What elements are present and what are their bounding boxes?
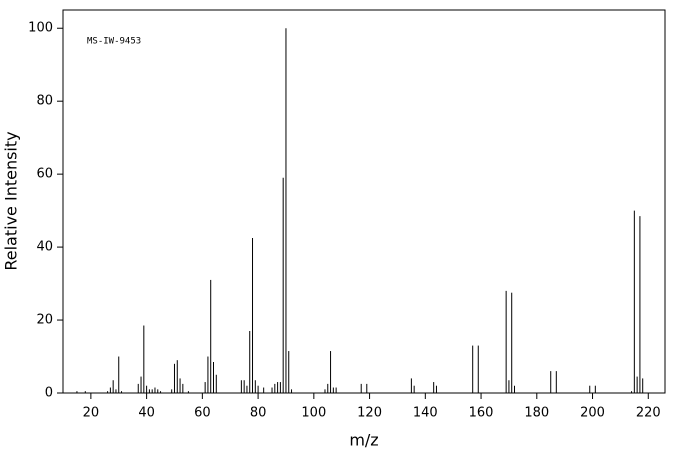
y-tick-label: 60 — [36, 167, 53, 182]
x-axis-label: m/z — [349, 431, 378, 450]
y-tick-label: 80 — [36, 94, 53, 109]
y-tick-label: 100 — [28, 21, 53, 36]
x-tick-label: 160 — [469, 406, 494, 421]
annotation: MS-IW-9453 — [87, 37, 141, 47]
x-tick-label: 120 — [357, 406, 382, 421]
x-tick-label: 200 — [580, 406, 605, 421]
x-tick-label: 40 — [138, 406, 155, 421]
x-tick-label: 20 — [83, 406, 100, 421]
x-tick-label: 100 — [301, 406, 326, 421]
y-axis-label: Relative Intensity — [2, 131, 21, 270]
x-tick-label: 60 — [194, 406, 211, 421]
x-tick-label: 80 — [250, 406, 267, 421]
x-tick-label: 140 — [413, 406, 438, 421]
y-tick-label: 20 — [36, 313, 53, 328]
x-tick-label: 180 — [524, 406, 549, 421]
y-tick-label: 0 — [45, 386, 53, 401]
x-tick-label: 220 — [636, 406, 661, 421]
plot-frame — [62, 9, 666, 394]
y-tick-label: 40 — [36, 240, 53, 255]
